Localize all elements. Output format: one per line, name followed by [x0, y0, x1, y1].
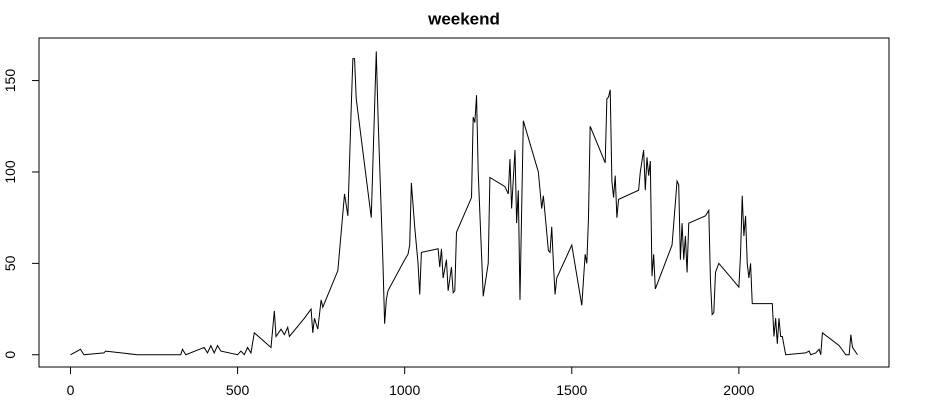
y-tick-label: 50: [2, 255, 18, 271]
x-tick-label: 2000: [723, 382, 754, 398]
y-tick-label: 0: [2, 351, 18, 359]
plot-box: [38, 37, 890, 368]
x-tick-label: 0: [67, 382, 75, 398]
y-tick-label: 100: [2, 160, 18, 184]
x-tick-label: 1000: [389, 382, 420, 398]
x-tick-label: 1500: [556, 382, 587, 398]
line: [70, 51, 858, 356]
x-tick-label: 500: [226, 382, 250, 398]
chart-title: weekend: [427, 9, 500, 28]
y-tick-label: 150: [2, 69, 18, 93]
